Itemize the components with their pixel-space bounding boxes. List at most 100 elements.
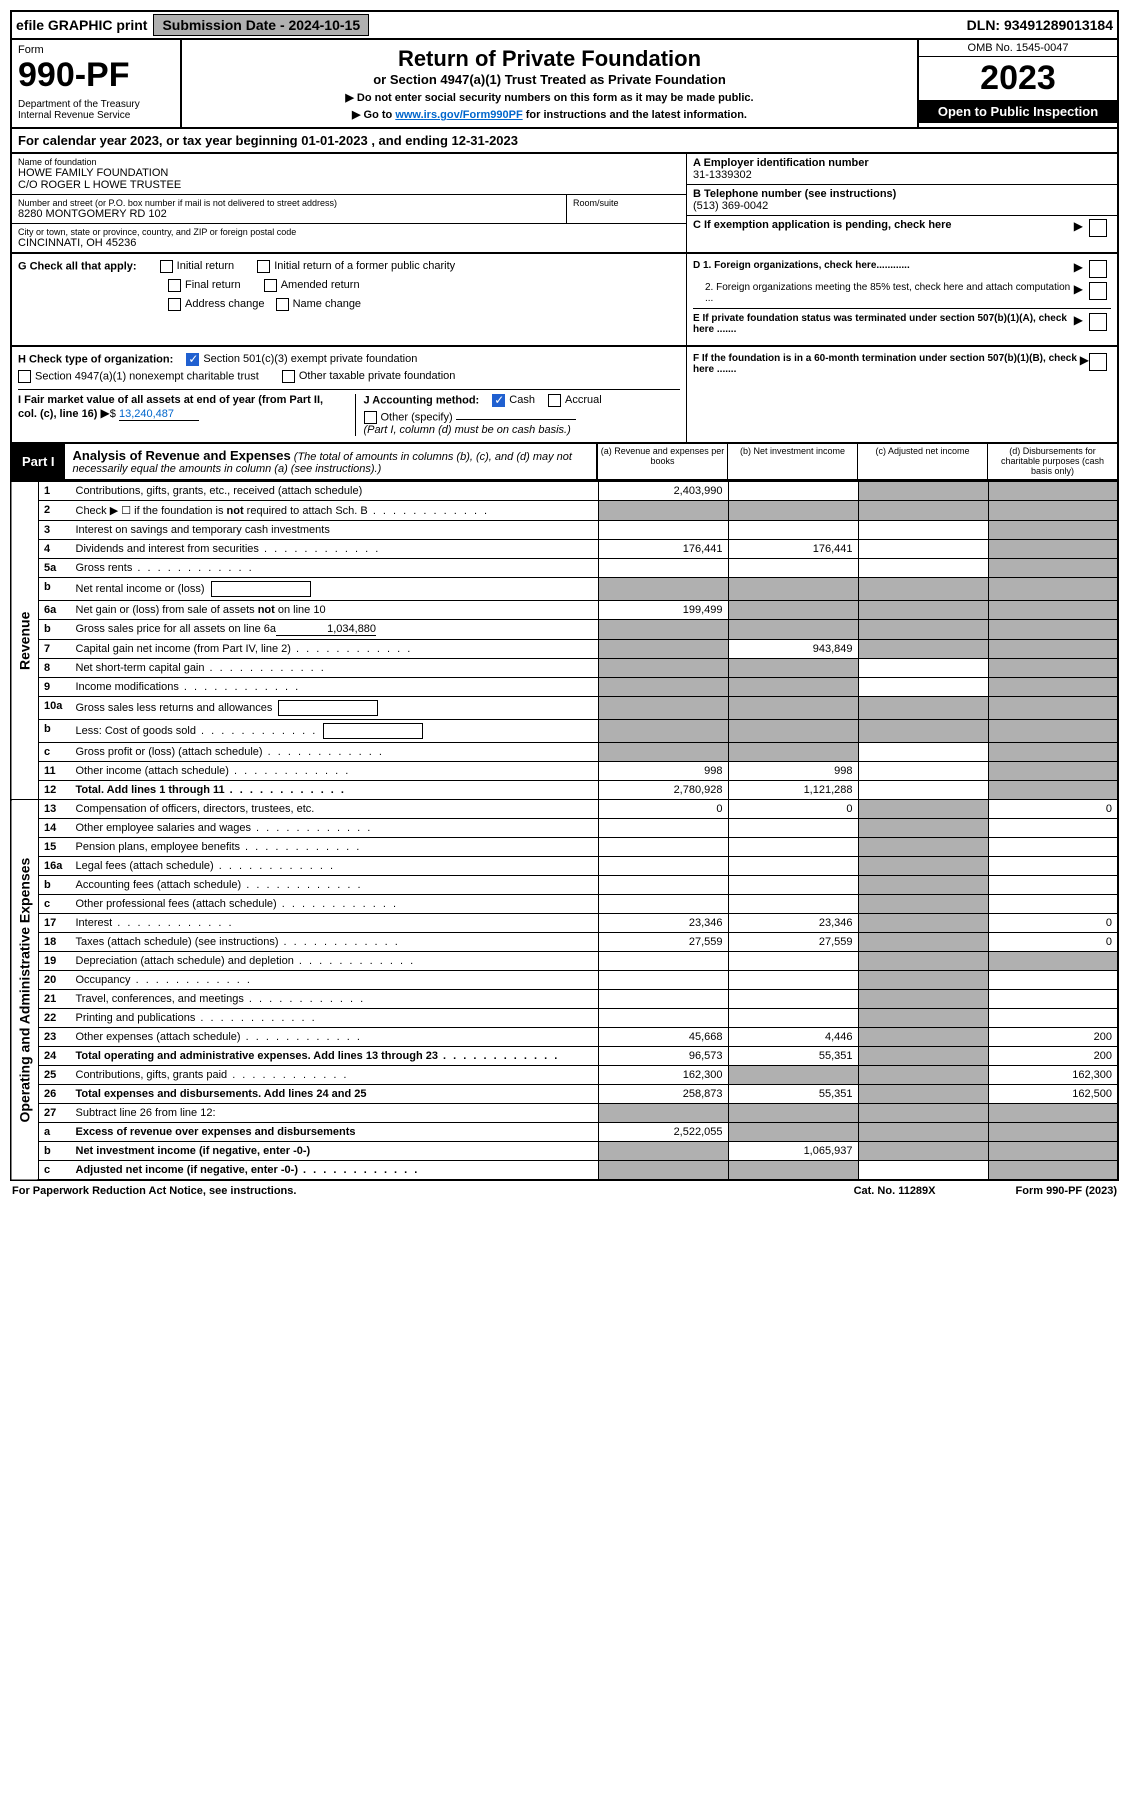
cash-checkbox[interactable] bbox=[492, 394, 505, 407]
value-cell bbox=[858, 762, 988, 781]
501c3-checkbox[interactable] bbox=[186, 353, 199, 366]
final-return-checkbox[interactable] bbox=[168, 279, 181, 292]
value-cell bbox=[988, 1123, 1118, 1142]
value-cell: 200 bbox=[988, 1047, 1118, 1066]
part1-header: Part I Analysis of Revenue and Expenses … bbox=[10, 444, 1119, 481]
table-row: 2Check ▶ ☐ if the foundation is not requ… bbox=[11, 501, 1118, 521]
value-cell bbox=[988, 895, 1118, 914]
table-row: 27Subtract line 26 from line 12: bbox=[11, 1104, 1118, 1123]
cat-number: Cat. No. 11289X bbox=[854, 1185, 936, 1197]
line-description: Occupancy bbox=[71, 971, 599, 990]
line-number: a bbox=[39, 1123, 71, 1142]
value-cell bbox=[858, 640, 988, 659]
table-row: 17Interest23,34623,3460 bbox=[11, 914, 1118, 933]
phone-label: B Telephone number (see instructions) bbox=[693, 188, 1111, 200]
fmv-value: 13,240,487 bbox=[119, 408, 199, 421]
table-row: 8Net short-term capital gain bbox=[11, 659, 1118, 678]
value-cell: 0 bbox=[598, 800, 728, 819]
e-checkbox[interactable] bbox=[1089, 313, 1107, 331]
other-taxable-checkbox[interactable] bbox=[282, 370, 295, 383]
value-cell bbox=[988, 482, 1118, 501]
initial-return-checkbox[interactable] bbox=[160, 260, 173, 273]
calendar-year-line: For calendar year 2023, or tax year begi… bbox=[10, 129, 1119, 154]
line-description: Compensation of officers, directors, tru… bbox=[71, 800, 599, 819]
part1-label: Part I bbox=[12, 444, 65, 479]
line-description: Legal fees (attach schedule) bbox=[71, 857, 599, 876]
value-cell: 2,403,990 bbox=[598, 482, 728, 501]
line-number: c bbox=[39, 743, 71, 762]
street-label: Number and street (or P.O. box number if… bbox=[18, 198, 560, 208]
value-cell bbox=[988, 521, 1118, 540]
line-number: b bbox=[39, 720, 71, 743]
line-description: Other employee salaries and wages bbox=[71, 819, 599, 838]
value-cell bbox=[858, 895, 988, 914]
value-cell: 0 bbox=[988, 914, 1118, 933]
identity-grid: Name of foundation HOWE FAMILY FOUNDATIO… bbox=[10, 154, 1119, 254]
value-cell bbox=[858, 876, 988, 895]
table-row: 6aNet gain or (loss) from sale of assets… bbox=[11, 601, 1118, 620]
value-cell bbox=[858, 501, 988, 521]
amended-return-checkbox[interactable] bbox=[264, 279, 277, 292]
table-row: bNet investment income (if negative, ent… bbox=[11, 1142, 1118, 1161]
value-cell: 96,573 bbox=[598, 1047, 728, 1066]
value-cell bbox=[988, 1009, 1118, 1028]
inline-amount-box[interactable] bbox=[211, 581, 311, 597]
value-cell bbox=[598, 678, 728, 697]
initial-former-checkbox[interactable] bbox=[257, 260, 270, 273]
table-row: bNet rental income or (loss) bbox=[11, 578, 1118, 601]
value-cell bbox=[858, 971, 988, 990]
exemption-pending-checkbox[interactable] bbox=[1089, 219, 1107, 237]
other-method-checkbox[interactable] bbox=[364, 411, 377, 424]
table-row: 18Taxes (attach schedule) (see instructi… bbox=[11, 933, 1118, 952]
value-cell bbox=[988, 857, 1118, 876]
value-cell bbox=[988, 952, 1118, 971]
expenses-side-label: Operating and Administrative Expenses bbox=[11, 800, 39, 1181]
line-number: 6a bbox=[39, 601, 71, 620]
line-description: Gross rents bbox=[71, 559, 599, 578]
form-number: 990-PF bbox=[18, 56, 174, 95]
h-label: H Check type of organization: bbox=[18, 353, 173, 365]
value-cell bbox=[728, 601, 858, 620]
value-cell bbox=[988, 1142, 1118, 1161]
value-cell: 200 bbox=[988, 1028, 1118, 1047]
inline-amount-box[interactable] bbox=[278, 700, 378, 716]
value-cell bbox=[598, 1104, 728, 1123]
value-cell: 1,121,288 bbox=[728, 781, 858, 800]
value-cell bbox=[598, 857, 728, 876]
table-row: 3Interest on savings and temporary cash … bbox=[11, 521, 1118, 540]
f-checkbox[interactable] bbox=[1089, 353, 1107, 371]
value-cell bbox=[988, 971, 1118, 990]
accrual-checkbox[interactable] bbox=[548, 394, 561, 407]
d1-checkbox[interactable] bbox=[1089, 260, 1107, 278]
value-cell bbox=[598, 1161, 728, 1181]
line-number: 19 bbox=[39, 952, 71, 971]
value-cell bbox=[858, 914, 988, 933]
value-cell bbox=[728, 1161, 858, 1181]
irs-link[interactable]: www.irs.gov/Form990PF bbox=[395, 109, 522, 121]
line-description: Net short-term capital gain bbox=[71, 659, 599, 678]
value-cell bbox=[728, 1104, 858, 1123]
d2-checkbox[interactable] bbox=[1089, 282, 1107, 300]
table-row: cGross profit or (loss) (attach schedule… bbox=[11, 743, 1118, 762]
col-b-header: (b) Net investment income bbox=[727, 444, 857, 479]
line-description: Subtract line 26 from line 12: bbox=[71, 1104, 599, 1123]
line-number: 3 bbox=[39, 521, 71, 540]
part1-table: Revenue1Contributions, gifts, grants, et… bbox=[10, 481, 1119, 1181]
value-cell bbox=[598, 620, 728, 640]
tax-year: 2023 bbox=[919, 57, 1117, 100]
inline-amount-box[interactable] bbox=[323, 723, 423, 739]
foundation-name-2: C/O ROGER L HOWE TRUSTEE bbox=[18, 179, 680, 191]
table-row: 9Income modifications bbox=[11, 678, 1118, 697]
name-change-checkbox[interactable] bbox=[276, 298, 289, 311]
inline-amount: 1,034,880 bbox=[276, 623, 376, 636]
address-change-checkbox[interactable] bbox=[168, 298, 181, 311]
value-cell bbox=[858, 1123, 988, 1142]
line-description: Adjusted net income (if negative, enter … bbox=[71, 1161, 599, 1181]
table-row: 16aLegal fees (attach schedule) bbox=[11, 857, 1118, 876]
4947-checkbox[interactable] bbox=[18, 370, 31, 383]
value-cell: 258,873 bbox=[598, 1085, 728, 1104]
value-cell: 1,065,937 bbox=[728, 1142, 858, 1161]
form-subtitle: or Section 4947(a)(1) Trust Treated as P… bbox=[188, 72, 911, 87]
efile-label[interactable]: efile GRAPHIC print bbox=[16, 17, 147, 33]
value-cell bbox=[728, 1009, 858, 1028]
